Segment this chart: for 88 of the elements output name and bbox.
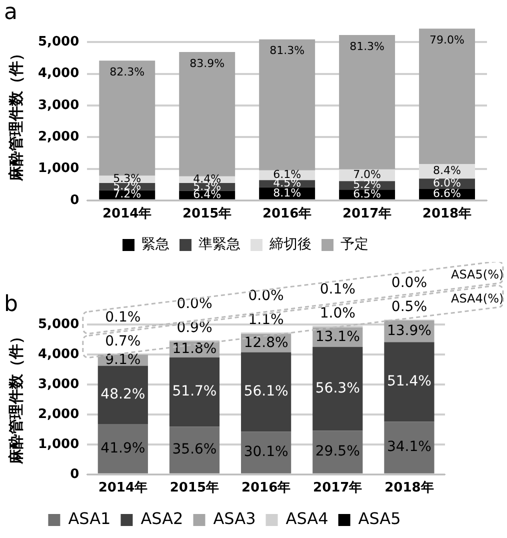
y-tick-label: 1,000 [38, 436, 80, 452]
y-tick-label: 2,000 [38, 406, 80, 422]
y-tick-label: 3,000 [38, 98, 80, 113]
legend-label: 緊急 [142, 236, 170, 253]
annotation: 48.2% [100, 386, 146, 403]
y-tick-label: 1,000 [38, 161, 80, 176]
annotation: 8.4% [433, 164, 461, 178]
y-tick-label: 5,000 [38, 316, 80, 332]
y-tick-label: 5,000 [38, 34, 80, 50]
x-tick-label: 2015年 [170, 480, 220, 496]
chart-title: b [4, 292, 18, 317]
bar [241, 352, 292, 432]
annotation: 6.6% [433, 187, 461, 200]
annotation: 1.1% [248, 312, 284, 328]
x-tick-label: 2016年 [241, 480, 291, 496]
annotation: 35.6% [172, 442, 217, 458]
bar [259, 39, 316, 170]
y-axis-title: 麻酔管理件数（件） [6, 328, 25, 465]
annotation: 7.2% [113, 188, 142, 201]
y-tick-label: 4,000 [38, 346, 80, 362]
annotation: 41.9% [100, 440, 146, 456]
legend-label: ASA4 [286, 509, 328, 528]
text: ASA4(%) [451, 292, 504, 306]
y-tick-label: 3,000 [38, 376, 80, 392]
annotation: 13.9% [386, 322, 432, 339]
annotation: 81.3% [270, 44, 305, 58]
x-tick-label: 2015年 [182, 206, 232, 222]
y-tick-label: 2,000 [38, 130, 80, 144]
annotation: 9.1% [105, 352, 141, 368]
legend-label: 予定 [340, 236, 368, 253]
text: 0.0% [176, 296, 212, 312]
legend-label: 締切後 [268, 236, 312, 253]
y-tick-label: 0 [70, 466, 80, 482]
bar [169, 357, 220, 427]
bar [169, 426, 220, 474]
annotation: 7.0% [353, 168, 382, 182]
annotation: 8.1% [273, 186, 302, 200]
text: 0.1% [320, 282, 356, 298]
bar [241, 432, 292, 474]
x-tick-label: 2018年 [384, 480, 434, 496]
annotation: 29.5% [315, 444, 360, 460]
y-tick-label: 0 [70, 192, 80, 208]
annotation: 0.1% [105, 309, 141, 326]
legend-label: ASA5 [358, 509, 401, 528]
x-tick-label: 2017年 [342, 206, 392, 222]
bar [98, 424, 148, 474]
annotation: 51.4% [386, 373, 432, 390]
y-tick-label: 4,000 [38, 66, 80, 82]
annotation: 82.3% [110, 65, 145, 78]
annotation: 34.1% [386, 439, 432, 456]
legend-label: ASA3 [213, 509, 256, 528]
x-tick-label: 2018年 [422, 206, 472, 222]
annotation: 6.4% [193, 188, 222, 202]
x-tick-label: 2017年 [313, 480, 362, 496]
annotation: 83.9% [190, 56, 225, 70]
bar [312, 430, 363, 474]
text: 0.5% [391, 299, 427, 316]
bar [384, 422, 434, 474]
annotation: 12.8% [244, 334, 288, 351]
annotation: 30.1% [244, 444, 288, 460]
annotation: 0.7% [105, 333, 141, 350]
text: 0.0% [248, 288, 284, 304]
legend-label: 準緊急 [198, 236, 240, 253]
text: 0.0% [391, 275, 427, 292]
annotation: 56.1% [244, 384, 288, 400]
annotation: 1.0% [320, 306, 356, 322]
annotation: 79.0% [430, 33, 464, 46]
annotation: 81.3% [350, 40, 385, 53]
annotation: 6.5% [353, 187, 382, 200]
bar [98, 366, 148, 424]
chart-title: a [4, 0, 18, 25]
x-tick-label: 2014年 [102, 206, 152, 222]
x-tick-label: 2014年 [98, 480, 148, 496]
bar [384, 342, 434, 422]
bar [419, 28, 476, 164]
bar [312, 346, 363, 431]
annotation: 6.0% [433, 176, 461, 190]
annotation: 11.8% [172, 341, 217, 358]
text: ASA5(%) [451, 268, 504, 282]
bar [339, 34, 396, 170]
annotation: 13.1% [315, 328, 360, 345]
annotation: 6.1% [273, 168, 302, 182]
annotation: 51.7% [172, 384, 217, 400]
y-axis-title: 麻酔管理件数（件） [6, 46, 25, 182]
x-tick-label: 2016年 [262, 206, 312, 222]
legend-label: ASA2 [140, 509, 184, 528]
annotation: 56.3% [315, 380, 360, 396]
legend-label: ASA1 [68, 509, 111, 528]
